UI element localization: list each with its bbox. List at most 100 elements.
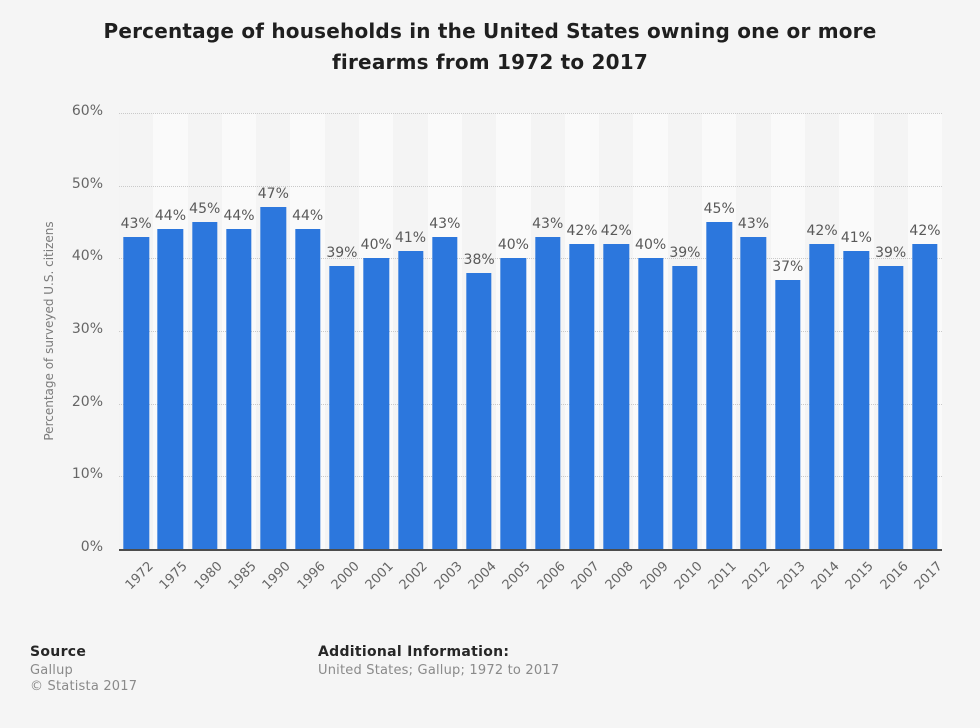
bar-2010[interactable] [672,265,698,549]
x-axis-label: 2011 [705,559,740,594]
bar-value-label: 44% [223,208,255,225]
bar-value-label: 39% [326,244,358,261]
chart-column: 42% [907,113,943,549]
chart-column: 43% [119,113,154,549]
x-axis-label: 2004 [465,559,500,594]
bar-2017[interactable] [912,243,938,549]
source-value: Gallup [30,663,73,678]
bar-2003[interactable] [432,236,458,549]
x-axis-label: 1985 [225,559,260,594]
bar-value-label: 39% [875,244,907,261]
x-axis-label: 2001 [362,559,397,594]
bar-2011[interactable] [706,222,732,549]
x-axis-label: 1990 [259,559,294,594]
x-axis-cell: 2007 [565,551,603,613]
x-axis-label: 2008 [602,559,637,594]
bar-2001[interactable] [363,258,389,549]
bar-value-label: 47% [257,186,289,203]
x-axis-cell: 2015 [839,551,877,613]
x-axis-cell: 2000 [325,551,363,613]
bar-value-label: 45% [189,201,221,217]
x-axis-cell: 2016 [874,551,912,613]
bar-1985[interactable] [226,229,252,549]
chart-column: 39% [873,113,908,549]
bar-1980[interactable] [192,222,218,549]
chart-column: 40% [359,113,394,549]
bar-value-label: 42% [566,222,598,239]
additional-info-value: United States; Gallup; 1972 to 2017 [318,663,560,678]
bar-1996[interactable] [294,229,321,549]
chart-column: 43% [530,113,565,549]
chart-column: 37% [770,113,805,549]
chart-column: 41% [839,113,874,549]
y-axis-tick-label: 10% [71,466,103,483]
x-axis-cell: 2005 [496,551,534,613]
x-axis-label: 2006 [534,559,569,594]
bar-2006[interactable] [535,236,561,549]
bar-value-label: 44% [292,208,324,225]
chart-column: 40% [633,113,668,549]
x-axis-label: 2003 [431,559,466,594]
source-block: Source Gallup © Statista 2017 [30,644,137,695]
bar-2005[interactable] [500,258,527,549]
bar-1990[interactable] [260,207,287,549]
bar-2002[interactable] [397,251,424,549]
bar-2012[interactable] [740,236,767,549]
bar-1972[interactable] [123,236,149,549]
x-axis-cell: 1975 [153,551,191,613]
bar-2007[interactable] [569,243,595,549]
bar-value-label: 43% [737,215,770,232]
bar-value-label: 45% [703,201,735,217]
gridline [119,113,942,114]
x-axis-cell: 2010 [668,551,706,613]
bar-2004[interactable] [466,272,492,549]
y-axis-tick-label: 0% [80,539,103,555]
x-axis-label: 1996 [294,559,329,594]
chart-column: 38% [461,113,497,549]
x-axis-cell: 2004 [462,551,500,613]
source-label: Source [30,644,87,660]
chart-column: 42% [804,113,840,549]
chart-column: 43% [427,113,462,549]
x-axis-label: 2015 [842,559,877,594]
y-axis-tick-label: 40% [71,248,103,265]
additional-info-block: Additional Information: United States; G… [318,644,559,679]
x-axis-label: 2002 [397,559,432,594]
y-axis-tick-label: 60% [71,103,103,119]
bar-2000[interactable] [329,265,355,549]
x-axis-label: 2010 [671,559,706,594]
x-axis-cell: 2013 [771,551,808,613]
bar-2016[interactable] [877,265,904,549]
bar-value-label: 44% [154,208,186,225]
y-axis: 60% 50% 40% 30% 20% 10% 0% [0,103,103,555]
x-axis-label: 1980 [191,559,226,594]
x-axis-cell: 2012 [736,551,774,613]
bar-value-label: 41% [394,230,427,247]
chart-column: 41% [393,113,428,549]
y-axis-tick-label: 50% [71,175,103,192]
gridline [119,185,942,187]
bar-value-label: 40% [635,237,667,254]
chart-column: 45% [187,113,222,549]
additional-info-label: Additional Information: [318,644,510,660]
gridline [119,258,942,260]
plot-area: 43% 44% 45% 44% 47% 44% 39% 40% 41% 43% 38% 40% 43% 4… [119,113,943,551]
bar-2013[interactable] [775,280,801,549]
bar-value-label: 37% [772,259,804,276]
bar-2009[interactable] [637,258,664,549]
x-axis-cell: 1990 [256,551,294,613]
bar-2015[interactable] [843,251,870,549]
x-axis-label: 2014 [808,559,843,594]
x-axis-cell: 1996 [290,551,328,613]
bar-2008[interactable] [603,243,629,549]
bar-2014[interactable] [809,243,835,549]
chart-column: 39% [667,113,703,549]
x-axis: 1972 1975 1980 1985 1990 1996 2000 2001 2002 2003… [119,551,946,613]
x-axis-cell: 2002 [393,551,431,613]
x-axis-cell: 2017 [908,551,946,613]
x-axis-label: 2016 [877,559,912,594]
chart-column: 39% [324,113,360,549]
bar-value-label: 43% [532,215,564,232]
bar-1975[interactable] [157,229,184,549]
bar-value-label: 42% [806,222,838,239]
